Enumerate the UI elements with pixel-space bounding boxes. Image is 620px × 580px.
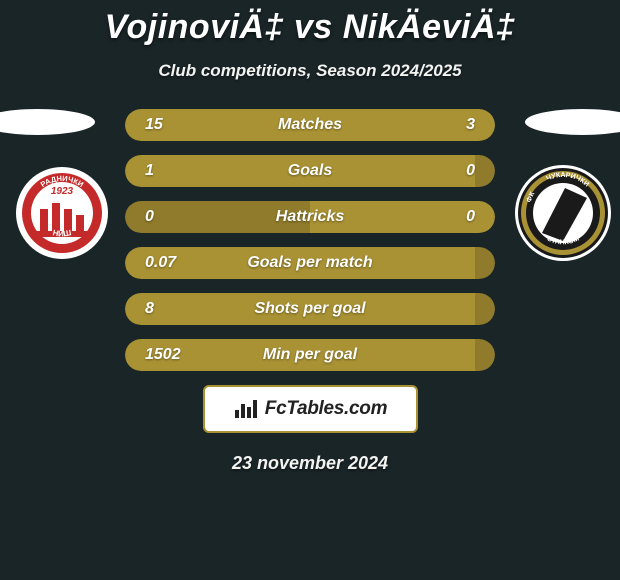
stat-bar-left: 8 xyxy=(125,293,475,325)
stat-value-right: 0 xyxy=(466,208,475,226)
stat-bar-left: 15 xyxy=(125,109,421,141)
stat-bar-right: 3 xyxy=(421,109,495,141)
branding-text: FcTables.com xyxy=(265,398,387,420)
stat-value-left: 8 xyxy=(145,300,154,318)
stat-value-right: 3 xyxy=(466,116,475,134)
team-right-column: ФК ЧУКАРИЧКИ СТАНКОМ xyxy=(505,109,620,263)
branding-icon xyxy=(233,398,261,420)
stat-row: 10Goals xyxy=(125,155,495,187)
stat-row: 00Hattricks xyxy=(125,201,495,233)
stat-row: 0.07Goals per match xyxy=(125,247,495,279)
comparison-layout: 1923 РАДНИЧКИ НИШ 153Matches10Goals00Hat… xyxy=(0,109,620,474)
team-left-shadow xyxy=(0,109,95,135)
team-right-crest: ФК ЧУКАРИЧКИ СТАНКОМ xyxy=(513,163,613,263)
svg-text:1923: 1923 xyxy=(50,186,73,197)
team-right-shadow xyxy=(525,109,620,135)
team-left-column: 1923 РАДНИЧКИ НИШ xyxy=(0,109,115,263)
stat-value-left: 1 xyxy=(145,162,154,180)
branding-badge: FcTables.com xyxy=(203,385,418,433)
team-left-crest: 1923 РАДНИЧКИ НИШ xyxy=(12,163,112,263)
stats-column: 153Matches10Goals00Hattricks0.07Goals pe… xyxy=(115,109,505,474)
stat-bar-right: 0 xyxy=(310,201,495,233)
stat-value-left: 0.07 xyxy=(145,254,176,272)
stat-row: 153Matches xyxy=(125,109,495,141)
stat-bar-left: 0.07 xyxy=(125,247,475,279)
stat-row: 1502Min per goal xyxy=(125,339,495,371)
stat-bar-left: 0 xyxy=(125,201,310,233)
stat-value-right: 0 xyxy=(466,162,475,180)
page-title: VojinoviÄ‡ vs NikÄeviÄ‡ xyxy=(0,8,620,47)
subtitle: Club competitions, Season 2024/2025 xyxy=(0,61,620,81)
stat-bar-right xyxy=(475,293,495,325)
date-label: 23 november 2024 xyxy=(125,453,495,474)
stat-bar-right: 0 xyxy=(475,155,495,187)
stat-value-left: 0 xyxy=(145,208,154,226)
svg-text:НИШ: НИШ xyxy=(51,228,71,238)
stat-value-left: 15 xyxy=(145,116,163,134)
stat-value-left: 1502 xyxy=(145,346,181,364)
stat-bar-right xyxy=(475,339,495,371)
stat-bar-left: 1502 xyxy=(125,339,475,371)
stat-row: 8Shots per goal xyxy=(125,293,495,325)
stat-bar-left: 1 xyxy=(125,155,475,187)
stat-bar-right xyxy=(475,247,495,279)
